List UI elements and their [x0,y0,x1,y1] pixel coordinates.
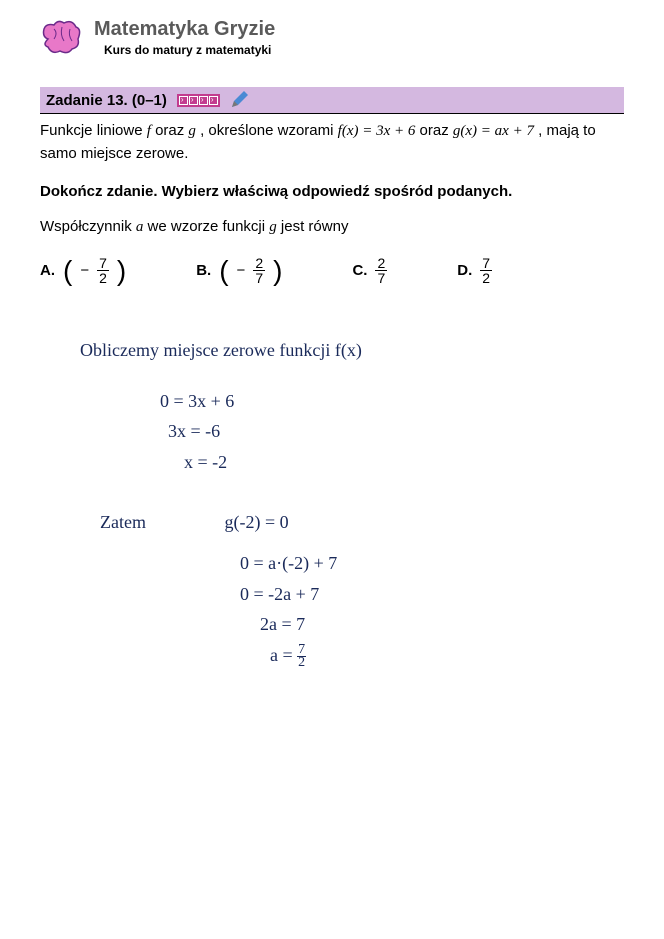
problem-text: Funkcje liniowe f oraz g , określone wzo… [40,120,624,165]
hand-eq1a: 0 = 3x + 6 [160,386,624,417]
problem-gx: g(x) = ax + 7 [453,123,534,139]
answer-a-num: 7 [97,256,109,271]
hand-eq2e-den: 2 [298,657,305,670]
question-mid: we wzorze funkcji [148,218,270,235]
hand-eq1b: 3x = -6 [168,416,624,447]
answer-b[interactable]: B. (− 27 ) [196,256,282,285]
answer-c[interactable]: C. 27 [352,256,387,285]
task-label: Zadanie 13. (0–1) [46,92,167,109]
header-titles: Matematyka Gryzie Kurs do matury z matem… [94,18,275,57]
answer-a-den: 2 [97,271,109,285]
question-g: g [269,219,277,235]
answers-row: A. (− 72 ) B. (− 27 ) C. 27 D. 72 [40,256,624,285]
handwriting-block: Obliczemy miejsce zerowe funkcji f(x) 0 … [40,335,624,670]
hand-eq2c: 0 = -2a + 7 [240,579,624,610]
answer-b-num: 2 [253,256,265,271]
hand-eq-block2: 0 = a·(-2) + 7 0 = -2a + 7 2a = 7 a = 7 … [240,548,624,670]
answer-c-den: 7 [375,271,387,285]
site-subtitle: Kurs do matury z matematyki [94,43,275,57]
problem-mid2: , określone wzorami [200,122,338,139]
hand-eq-block1: 0 = 3x + 6 3x = -6 x = -2 [160,386,624,478]
answer-d-den: 2 [480,271,492,285]
hand-eq2b: 0 = a·(-2) + 7 [240,548,624,579]
answer-d-num: 7 [480,256,492,271]
task-bar: Zadanie 13. (0–1) [40,87,624,114]
hand-zatem-line: Zatem g(-2) = 0 [100,507,624,538]
question: Współczynnik a we wzorze funkcji g jest … [40,218,624,236]
hand-eq2e: a = 7 2 [270,640,624,671]
answer-a[interactable]: A. (− 72 ) [40,256,126,285]
answer-c-num: 2 [375,256,387,271]
question-a: a [136,219,144,235]
problem-f: f [147,123,151,139]
question-post: jest równy [281,218,349,235]
answer-a-label: A. [40,262,55,279]
question-pre: Współczynnik [40,218,136,235]
problem-fx: f(x) = 3x + 6 [338,123,416,139]
answer-b-den: 7 [253,271,265,285]
problem-pre: Funkcje liniowe [40,122,147,139]
answer-c-label: C. [352,262,367,279]
problem-g: g [188,123,196,139]
answer-b-label: B. [196,262,211,279]
difficulty-dots [177,94,220,107]
problem-mid1: oraz [155,122,188,139]
brain-icon [40,19,82,57]
instruction: Dokończ zdanie. Wybierz właściwą odpowie… [40,183,624,200]
problem-mid3: oraz [420,122,453,139]
answer-d[interactable]: D. 72 [457,256,492,285]
pen-icon [230,91,248,109]
hand-eq2e-pre: a = [270,645,297,665]
hand-zatem: Zatem [100,507,220,538]
hand-eq1c: x = -2 [184,447,624,478]
hand-intro: Obliczemy miejsce zerowe funkcji f(x) [80,335,624,366]
site-title: Matematyka Gryzie [94,18,275,41]
answer-d-label: D. [457,262,472,279]
hand-eq2d: 2a = 7 [260,609,624,640]
page-header: Matematyka Gryzie Kurs do matury z matem… [40,18,624,57]
hand-eq2a: g(-2) = 0 [225,512,289,532]
